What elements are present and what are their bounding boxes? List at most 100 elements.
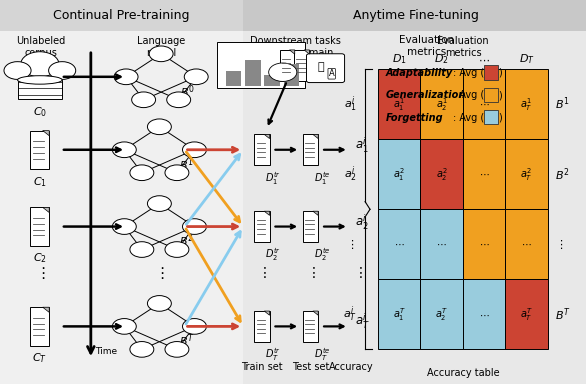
Circle shape [113, 219, 137, 234]
Text: $\cdots$: $\cdots$ [394, 239, 404, 249]
Text: Evaluation
metrics: Evaluation metrics [437, 36, 489, 58]
Text: $a_2^i$: $a_2^i$ [344, 164, 357, 184]
FancyBboxPatch shape [463, 209, 505, 280]
Text: $a_1^T$: $a_1^T$ [393, 306, 406, 323]
FancyBboxPatch shape [421, 69, 463, 139]
FancyBboxPatch shape [18, 80, 62, 99]
Text: : Avg (: : Avg ( [453, 90, 484, 100]
Circle shape [149, 46, 173, 62]
FancyBboxPatch shape [303, 211, 318, 242]
Text: $a_1^i$: $a_1^i$ [344, 94, 357, 114]
FancyBboxPatch shape [30, 131, 49, 169]
Text: Evaluation
metrics: Evaluation metrics [399, 35, 454, 57]
Text: $a_T^1$: $a_T^1$ [520, 96, 533, 113]
Polygon shape [313, 311, 318, 315]
Text: Test set: Test set [292, 362, 329, 372]
Circle shape [167, 92, 190, 108]
Text: Continual Pre-training: Continual Pre-training [53, 9, 189, 22]
FancyBboxPatch shape [505, 280, 548, 349]
Circle shape [130, 341, 154, 357]
Text: $C_2$: $C_2$ [33, 252, 47, 265]
FancyBboxPatch shape [264, 75, 280, 86]
FancyBboxPatch shape [484, 65, 498, 80]
Text: $D_T^{te}$: $D_T^{te}$ [314, 346, 331, 363]
Text: $\vdots$: $\vdots$ [306, 265, 315, 280]
Text: $a_2^2$: $a_2^2$ [436, 166, 448, 183]
FancyBboxPatch shape [294, 50, 309, 81]
Text: $C_0$: $C_0$ [33, 106, 47, 119]
Text: ): ) [499, 68, 502, 78]
Text: $\vdots$: $\vdots$ [154, 265, 165, 281]
Text: Forgetting: Forgetting [386, 113, 443, 122]
FancyBboxPatch shape [463, 69, 505, 139]
FancyBboxPatch shape [243, 0, 586, 384]
Text: Accuracy: Accuracy [329, 362, 374, 372]
Circle shape [184, 69, 208, 84]
Circle shape [113, 142, 137, 157]
FancyBboxPatch shape [306, 54, 345, 83]
Text: $\vdots$: $\vdots$ [35, 265, 45, 281]
Text: ): ) [499, 90, 502, 100]
Text: Language
model: Language model [137, 36, 185, 58]
Text: $D_2^{tr}$: $D_2^{tr}$ [265, 247, 281, 263]
Text: $\cdots$: $\cdots$ [479, 310, 489, 319]
Circle shape [132, 92, 155, 108]
Text: $D_2^{te}$: $D_2^{te}$ [314, 247, 331, 263]
Text: $\cdots$: $\cdots$ [479, 169, 489, 179]
Text: $D_2$: $D_2$ [434, 53, 449, 66]
Circle shape [114, 69, 138, 84]
FancyBboxPatch shape [421, 209, 463, 280]
Circle shape [165, 341, 189, 357]
Circle shape [148, 296, 171, 311]
Text: : Avg (: : Avg ( [453, 68, 484, 78]
Text: $B^T$: $B^T$ [179, 333, 195, 349]
Text: $\vdots$: $\vdots$ [257, 265, 267, 280]
FancyBboxPatch shape [0, 0, 243, 31]
FancyBboxPatch shape [303, 311, 318, 342]
Text: Adaptability: Adaptability [386, 68, 453, 78]
FancyBboxPatch shape [421, 280, 463, 349]
Circle shape [21, 52, 59, 77]
Circle shape [268, 63, 297, 81]
Polygon shape [289, 50, 295, 54]
Polygon shape [43, 207, 49, 212]
FancyBboxPatch shape [30, 307, 49, 346]
Text: $a_T^T$: $a_T^T$ [520, 306, 533, 323]
FancyBboxPatch shape [421, 139, 463, 209]
Ellipse shape [18, 76, 62, 84]
Text: $a_T^i$: $a_T^i$ [343, 305, 357, 324]
FancyBboxPatch shape [378, 280, 421, 349]
Text: $a_2^T$: $a_2^T$ [435, 306, 448, 323]
FancyBboxPatch shape [505, 69, 548, 139]
Text: Downstream tasks
in each domain: Downstream tasks in each domain [250, 36, 342, 58]
Text: $a_2^1$: $a_2^1$ [435, 96, 448, 113]
Text: $D_1^{te}$: $D_1^{te}$ [314, 170, 331, 187]
Text: Accuracy table: Accuracy table [427, 368, 499, 378]
Text: $\cdots$: $\cdots$ [478, 55, 490, 65]
Text: Train set: Train set [241, 362, 283, 372]
Polygon shape [313, 211, 318, 215]
Text: $B^1$: $B^1$ [179, 156, 193, 173]
Polygon shape [304, 50, 309, 54]
Text: $D_T^{tr}$: $D_T^{tr}$ [265, 346, 281, 363]
Text: $B^2$: $B^2$ [179, 233, 193, 250]
FancyBboxPatch shape [378, 209, 421, 280]
FancyBboxPatch shape [254, 311, 270, 342]
Text: $a_1^i$: $a_1^i$ [355, 136, 368, 155]
Text: $a_1^2$: $a_1^2$ [393, 166, 405, 183]
Text: $\vdots$: $\vdots$ [353, 265, 362, 280]
Text: $\cdots$: $\cdots$ [479, 239, 489, 249]
FancyBboxPatch shape [243, 0, 586, 31]
Circle shape [130, 242, 154, 257]
Text: $B^T$: $B^T$ [555, 306, 571, 323]
Polygon shape [264, 134, 270, 139]
Text: $D_T$: $D_T$ [519, 53, 534, 66]
FancyBboxPatch shape [484, 110, 498, 124]
Circle shape [113, 319, 137, 334]
FancyBboxPatch shape [463, 139, 505, 209]
Text: $\vdots$: $\vdots$ [346, 238, 355, 251]
FancyBboxPatch shape [303, 134, 318, 165]
Text: $B^2$: $B^2$ [555, 166, 570, 182]
Text: $a_1^1$: $a_1^1$ [393, 96, 406, 113]
Circle shape [49, 62, 76, 79]
